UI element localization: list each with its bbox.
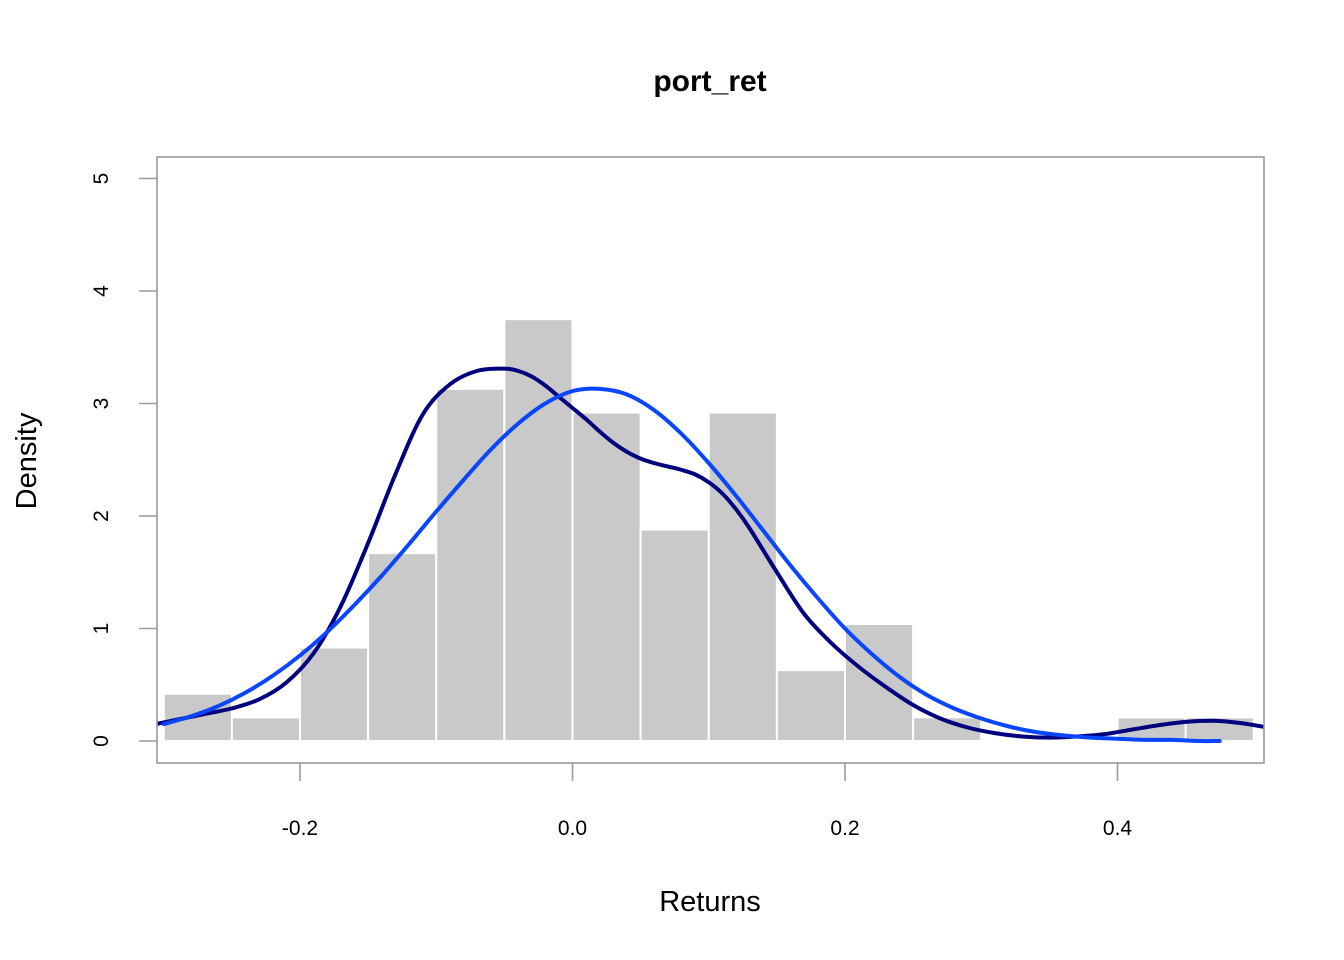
y-tick-label: 5 [90,173,113,185]
histogram-bar [435,387,506,742]
kernel-density-line [157,366,1264,740]
y-tick-label: 3 [90,398,113,410]
x-axis: -0.2 0.0 0.2 0.4 [282,763,1133,840]
histogram-bar [639,528,710,742]
plot-frame [156,156,1265,764]
y-tick-label: 4 [90,285,113,297]
histogram-bars [162,318,1255,742]
histogram-bar [775,669,846,742]
x-tick-label: 0.0 [558,817,587,840]
y-tick-label: 2 [90,510,113,522]
y-axis: 0 1 2 3 4 5 [90,173,157,747]
histogram-bar [707,411,778,742]
x-axis-label: Returns [659,886,761,918]
density-curves [157,366,1264,744]
normal-density-line [161,386,1222,744]
x-tick-label: -0.2 [282,817,318,840]
chart-title: port_ret [653,65,766,98]
y-axis-label: Density [11,412,43,509]
histogram-bar [230,716,301,742]
y-tick-label: 0 [90,735,113,747]
y-tick-label: 1 [90,623,113,635]
x-tick-label: 0.2 [830,817,859,840]
x-tick-label: 0.4 [1103,817,1133,840]
histogram-bar [503,318,574,742]
histogram-bar [571,411,642,742]
histogram-bar [299,646,370,742]
histogram-bar [367,552,438,742]
